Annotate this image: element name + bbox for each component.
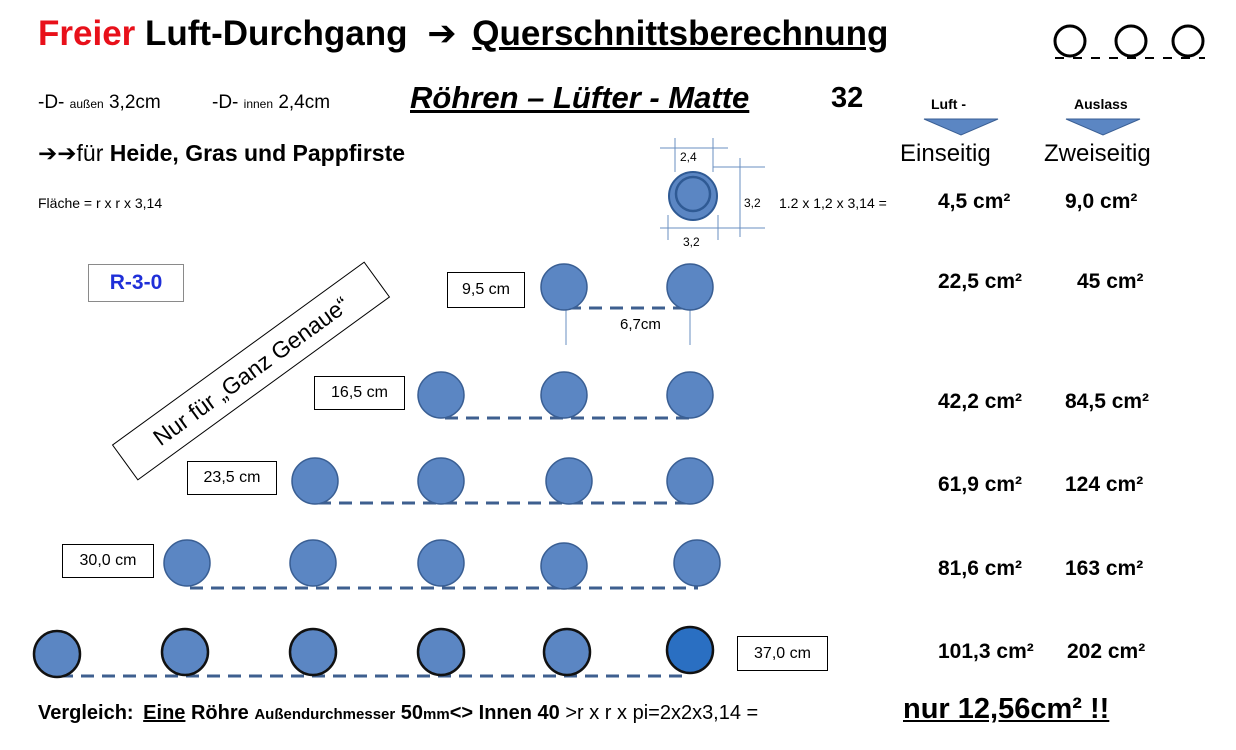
tube-circle: [163, 539, 211, 587]
tube-cross-section: [660, 138, 765, 240]
width-label-box: 16,5 cm: [314, 376, 405, 410]
value-one-sided: 81,6 cm²: [938, 557, 1023, 580]
footer-underlined-word: Eine: [143, 702, 186, 724]
double-arrow-icon: ➔➔: [38, 140, 77, 166]
tube-circle: [542, 627, 592, 677]
value-one-sided: 61,9 cm²: [938, 473, 1023, 496]
column-header-two-sided: Zweiseitig: [1044, 140, 1151, 167]
footer-prefix: Vergleich:: [38, 702, 134, 724]
subheading-bold: Heide, Gras und Pappfirste: [109, 140, 406, 166]
title-underlined: Querschnittsberechnung: [472, 14, 889, 53]
value-one-sided: 4,5 cm²: [938, 190, 1011, 213]
footer-part1: Röhre: [190, 702, 249, 724]
tube-bottom-label: 3,2: [683, 235, 700, 249]
area-formula: Fläche = r x r x 3,14: [38, 195, 163, 211]
value-two-sided: 9,0 cm²: [1065, 190, 1138, 213]
outer-d-value: 3,2cm: [108, 92, 161, 113]
spacing-label: 6,7cm: [620, 316, 661, 333]
tube-circle: [540, 542, 588, 590]
tube-side-label: 3,2: [744, 196, 761, 210]
tube-circle: [289, 539, 337, 587]
tube-inner-label: 2,4: [680, 150, 697, 164]
arrow-down-icon: [923, 118, 999, 136]
page-title: Freier Luft-Durchgang ➔ Querschnittsbere…: [38, 14, 888, 54]
tube-circle: [288, 627, 338, 677]
tube-circle: [666, 263, 714, 311]
value-two-sided: 202 cm²: [1067, 640, 1146, 663]
column-top-two-sided: Auslass: [1074, 96, 1128, 112]
footer-result: nur 12,56cm² !!: [903, 693, 1110, 725]
value-two-sided: 45 cm²: [1077, 270, 1144, 293]
inner-d-prefix: -D-: [212, 92, 239, 113]
header-circle-1: [1053, 24, 1087, 58]
footer-part4: <> Innen 40: [449, 702, 560, 724]
tube-circle: [416, 627, 466, 677]
tube-circle: [666, 371, 714, 419]
header-circle-2: [1114, 24, 1148, 58]
footer-part5: >r x r x pi=2x2x3,14 =: [565, 702, 759, 724]
footer-part2: Außendurchmesser: [254, 706, 396, 723]
tube-circle: [673, 539, 721, 587]
arrow-right-icon: ➔: [427, 14, 457, 53]
model-badge: R-3-0: [88, 264, 184, 302]
tube-circle: [32, 629, 82, 679]
header-circle-3: [1171, 24, 1205, 58]
subheading: ➔➔für Heide, Gras und Pappfirste: [38, 140, 405, 167]
subheading-normal: für: [76, 140, 104, 166]
footer-part3: 50: [400, 702, 424, 724]
product-title: Röhren – Lüfter - Matte: [410, 80, 750, 115]
value-two-sided: 163 cm²: [1065, 557, 1144, 580]
tube-circle: [417, 457, 465, 505]
arrow-down-icon: [1065, 118, 1141, 136]
tube-circle: [160, 627, 210, 677]
inner-diameter: -D- innen 2,4cm: [212, 92, 330, 114]
value-one-sided: 42,2 cm²: [938, 390, 1023, 413]
title-red-word: Freier: [38, 14, 136, 53]
outer-d-sub: außen: [69, 97, 104, 111]
width-label-box: 30,0 cm: [62, 544, 154, 578]
value-one-sided: 101,3 cm²: [938, 640, 1034, 663]
column-top-one-sided: Luft -: [931, 96, 966, 112]
value-two-sided: 124 cm²: [1065, 473, 1144, 496]
value-two-sided: 84,5 cm²: [1065, 390, 1150, 413]
tube-circle: [540, 371, 588, 419]
title-black-word: Luft-Durchgang: [145, 14, 408, 53]
width-label-box: 37,0 cm: [737, 636, 828, 671]
value-one-sided: 22,5 cm²: [938, 270, 1023, 293]
inner-d-sub: innen: [243, 97, 274, 111]
header-circles: [1053, 24, 1205, 59]
outer-diameter: -D- außen 3,2cm: [38, 92, 161, 114]
tube-inner-circle: [674, 175, 712, 213]
tube-circle: [291, 457, 339, 505]
inner-d-value: 2,4cm: [278, 92, 331, 113]
product-number: 32: [831, 82, 864, 114]
tube-circle: [540, 263, 588, 311]
footer-comparison: Vergleich: Eine Röhre Außendurchmesser 5…: [38, 702, 758, 725]
tube-circle: [417, 539, 465, 587]
tube-circle: [665, 625, 715, 675]
width-label-box: 23,5 cm: [187, 461, 277, 495]
outer-d-prefix: -D-: [38, 92, 65, 113]
tube-calculation: 1.2 x 1,2 x 3,14 =: [779, 195, 887, 211]
column-header-one-sided: Einseitig: [900, 140, 991, 167]
tube-circle: [545, 457, 593, 505]
tube-circle: [666, 457, 714, 505]
footer-part3-unit: mm: [423, 706, 450, 723]
tube-circle: [417, 371, 465, 419]
width-label-box: 9,5 cm: [447, 272, 525, 308]
